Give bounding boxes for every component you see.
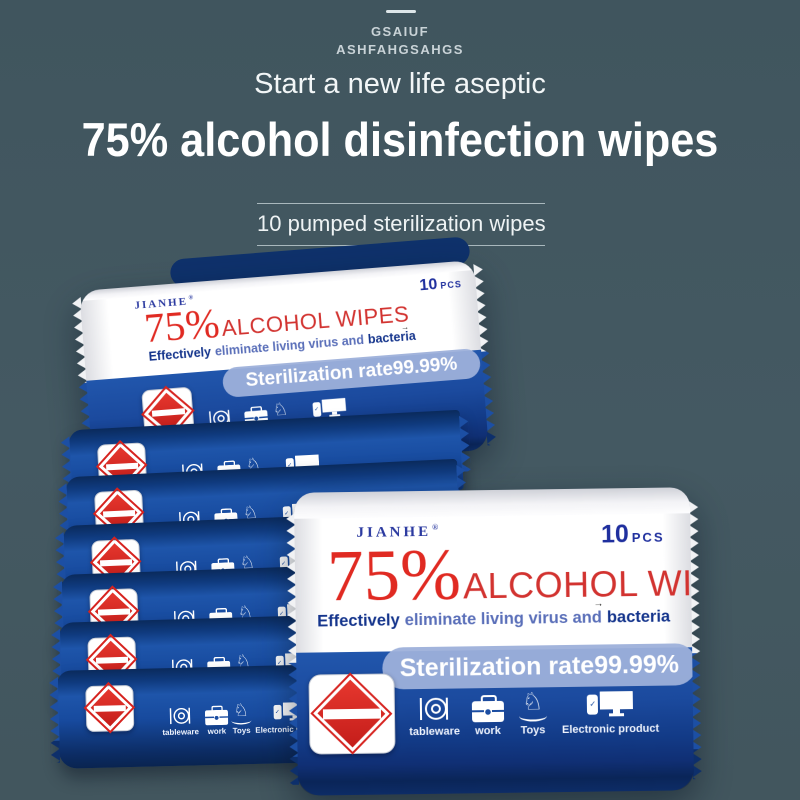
icon-label: tableware [409, 725, 461, 739]
percent-text: 75% [326, 533, 462, 617]
tableware-icon [416, 694, 453, 724]
tableware-icon [167, 705, 194, 727]
claim-lead: Effectively [317, 611, 400, 631]
package-stack-band: tableware work Toys Electronic product [49, 661, 452, 769]
electronic-product-icon [587, 690, 633, 721]
icon-label: Toys [520, 724, 546, 737]
count-badge: 10 PCS [601, 520, 665, 550]
divider-top [257, 203, 545, 204]
serrated-edge-right [458, 415, 471, 472]
work-icon [204, 709, 229, 726]
count-unit: PCS [631, 529, 665, 546]
product-name: ALCOHOL WIPES [462, 561, 695, 607]
claim-tail: bacteria [367, 328, 417, 347]
icon-cell: work [204, 704, 229, 737]
count-unit: PCS [440, 279, 463, 291]
icon-label: Toys [232, 726, 251, 736]
tagline: Start a new life aseptic [254, 68, 546, 100]
brand-line-2: ASHFAHGSAHGS [336, 42, 464, 57]
claim-tail: bacteria [606, 607, 671, 627]
icon-cell: Toys [228, 701, 253, 735]
toys-icon [228, 701, 253, 725]
serrated-edge-right [689, 501, 702, 780]
serrated-edge-right [473, 263, 497, 446]
icon-label: work [475, 724, 501, 738]
sterilization-banner: Sterilization rate99.99% [382, 643, 695, 690]
subheadline-block: 10 pumped sterilization wipes [257, 203, 546, 246]
icon-cell: tableware [162, 705, 199, 737]
package-blue-body: Sterilization rate99.99% tableware work … [296, 643, 695, 766]
icon-label: work [207, 727, 227, 737]
headline: 75% alcohol disinfection wipes [81, 113, 719, 166]
icon-cell: tableware [409, 694, 460, 738]
brand-line-1: GSAIUF [370, 24, 430, 39]
work-icon [471, 700, 504, 723]
package-bottom-seal [297, 760, 695, 796]
emblem-diamond [83, 682, 136, 735]
print-mark-icon: → [400, 322, 410, 332]
brand-emblem [308, 672, 396, 755]
serrated-edge-left [49, 676, 61, 763]
count-number: 10 [600, 520, 629, 549]
percent-text: 75% [142, 299, 222, 352]
subheadline: 10 pumped sterilization wipes [257, 211, 546, 236]
count-number: 10 [418, 275, 438, 295]
count-badge: 10 PCS [419, 274, 463, 295]
package-body: JIANHE® 10 PCS 75% ALCOHOL WIPES Effectiv… [293, 487, 695, 796]
top-dash [386, 10, 416, 13]
claim-middle: eliminate living virus and [404, 608, 602, 630]
registered-mark: ® [432, 522, 442, 532]
icon-row: tableware work Toys Electronic product [409, 688, 659, 738]
icon-cell: Electronic product [561, 690, 659, 736]
icon-cell: work [471, 693, 504, 737]
package-front: JIANHE® 10 PCS 75% ALCOHOL WIPES Effectiv… [286, 487, 702, 796]
emblem-diamond [310, 672, 392, 755]
toys-icon [515, 689, 549, 721]
brand-emblem [83, 682, 136, 735]
icon-label: tableware [162, 727, 200, 738]
icon-label: Electronic product [561, 722, 660, 737]
package-white-face: JIANHE® 10 PCS 75% ALCOHOL WIPES Effectiv… [294, 513, 695, 653]
print-mark-icon: → [593, 598, 604, 610]
icon-cell: Toys [515, 689, 550, 736]
